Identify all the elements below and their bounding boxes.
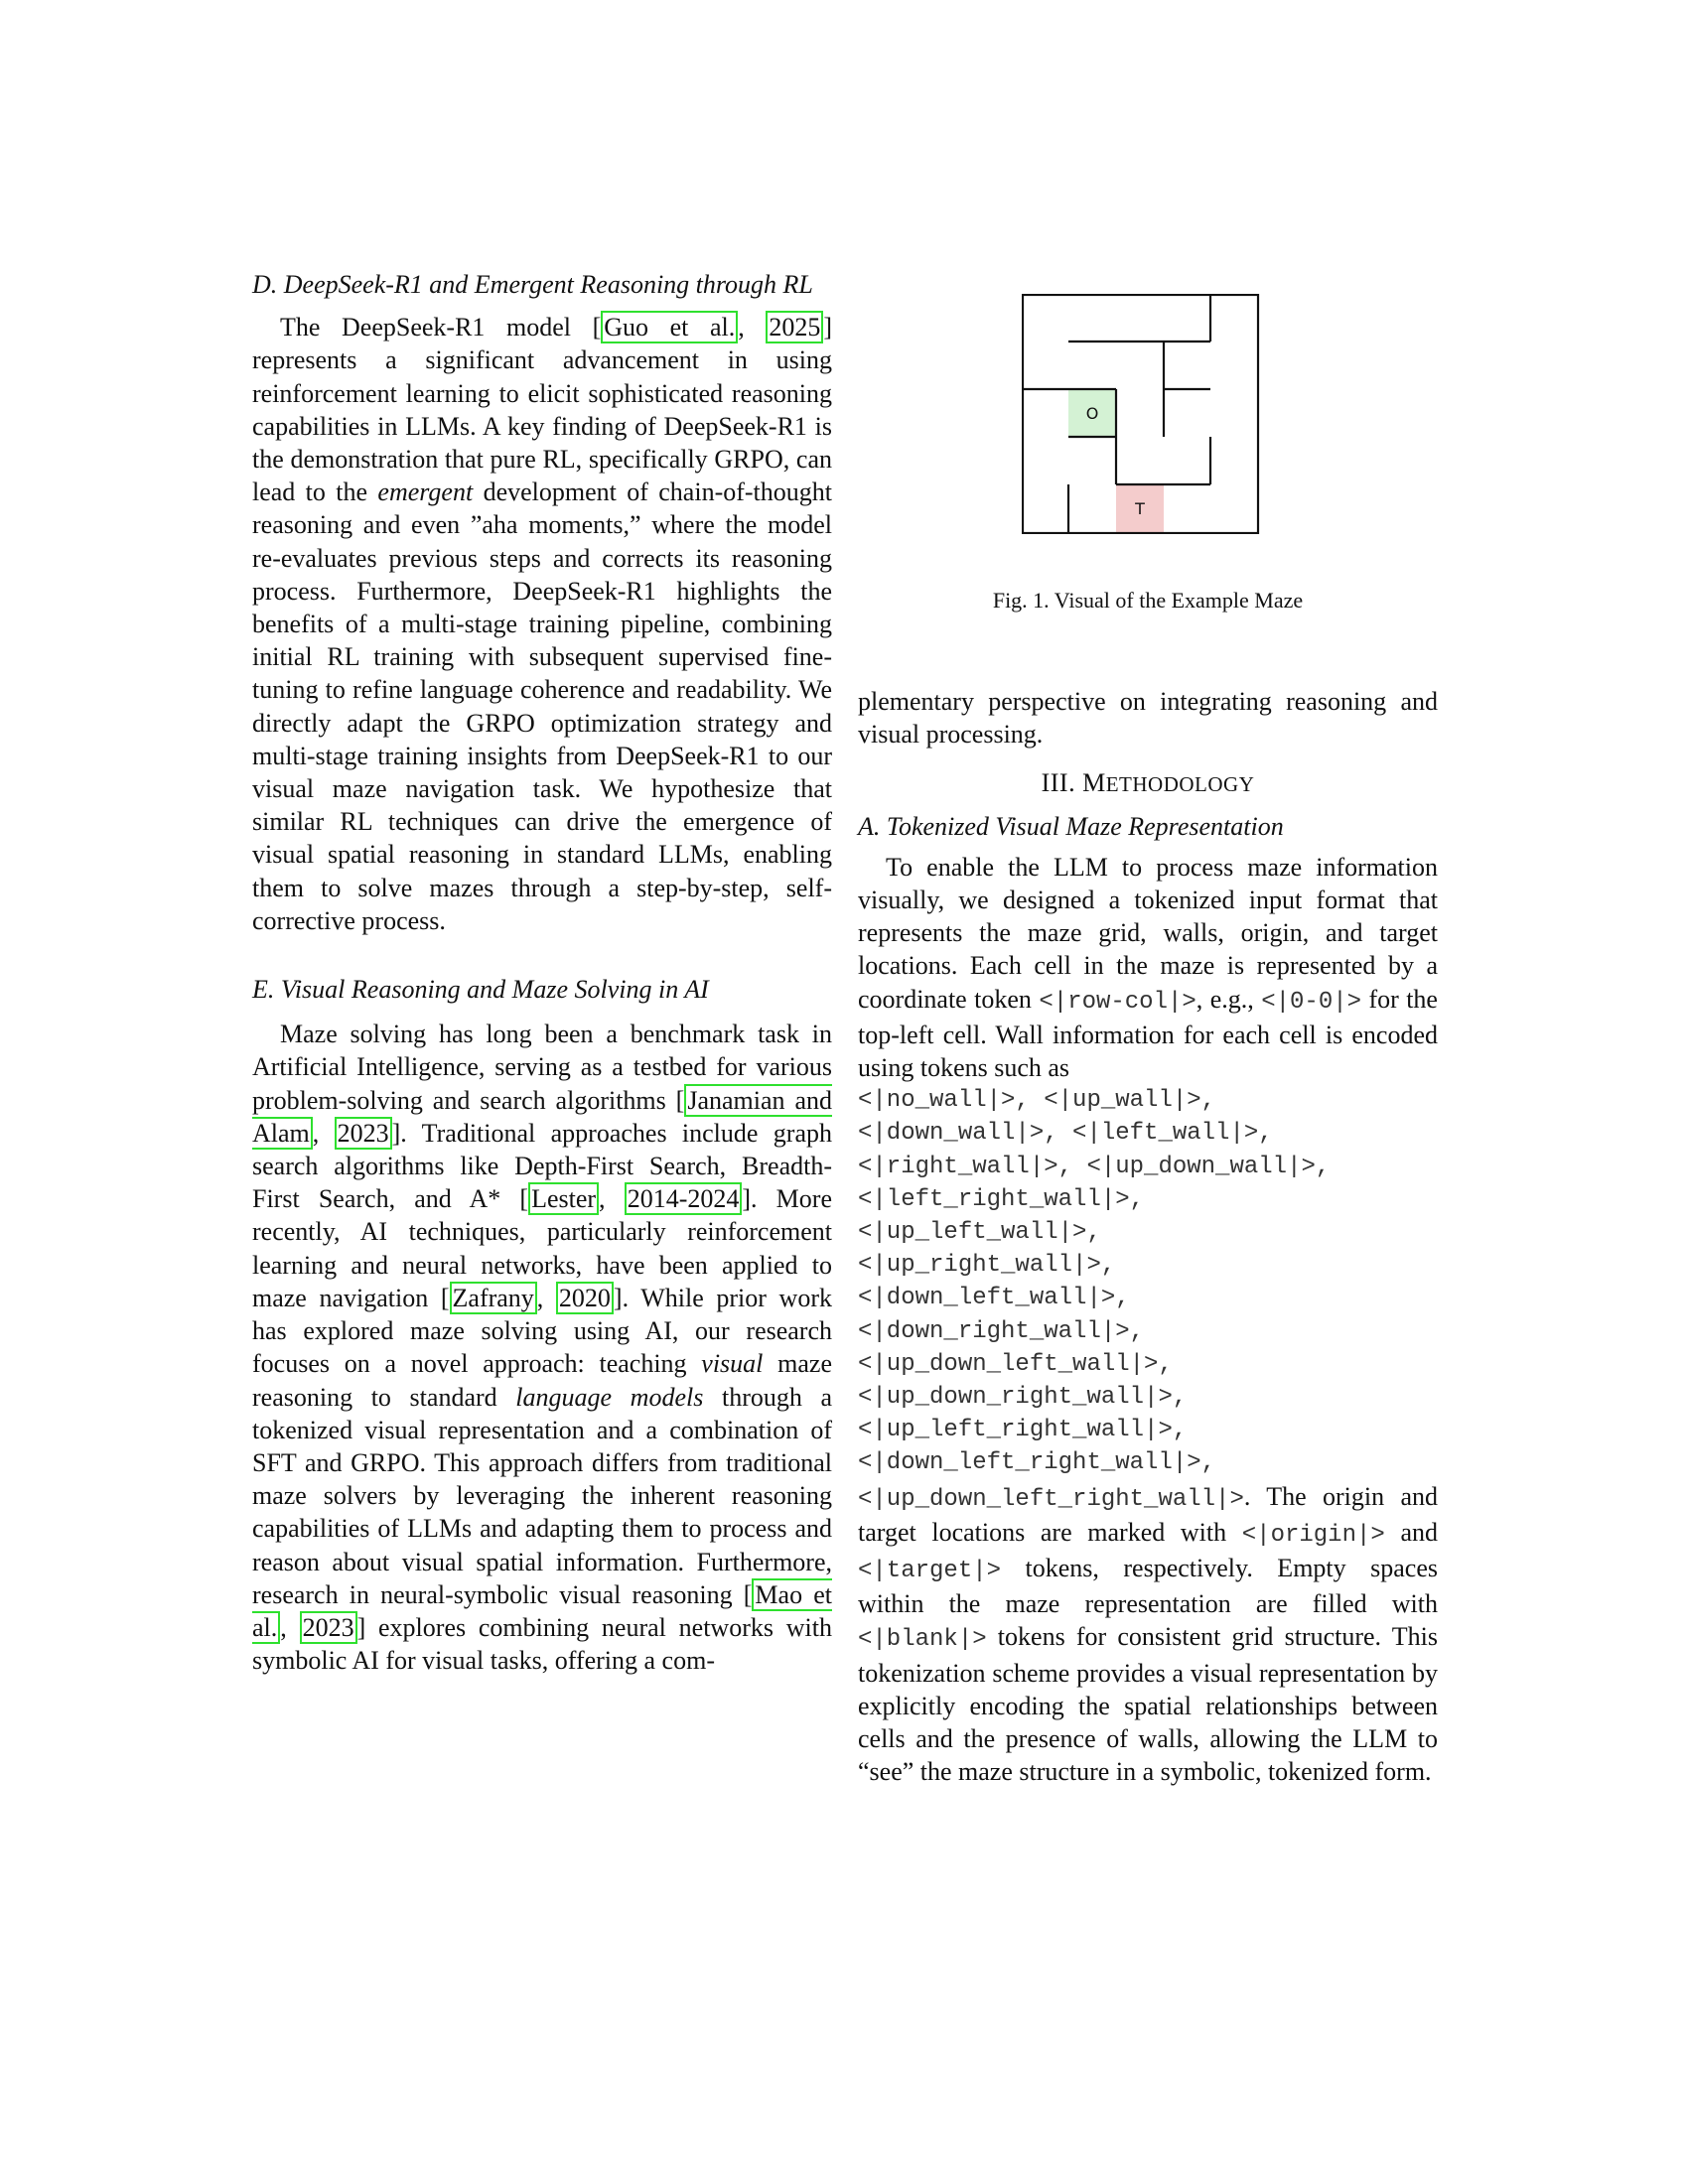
citation-guo[interactable]: Guo et al. (601, 311, 739, 344)
citation-author: Lester (531, 1184, 597, 1214)
token-line: <|down_right_wall|>, (858, 1317, 1145, 1345)
maze-outer-wall (1022, 294, 1260, 534)
text-run: ]. Traditional approaches include graph … (252, 1118, 833, 1214)
token-line: <|up_right_wall|>, (858, 1252, 1116, 1280)
methodology-heading: III. METHODOLOGY (858, 766, 1438, 801)
emphasis: language models (515, 1382, 704, 1412)
text-run: for the top-left cell. Wall information … (858, 984, 1438, 1083)
text-run: , (312, 1118, 335, 1148)
citation-year: 2023 (302, 1612, 354, 1642)
token-line: <|right_wall|>, <|up_down_wall|>, (858, 1153, 1331, 1180)
citation-zafrany[interactable]: Zafrany (449, 1281, 537, 1314)
section-a-paragraph-1: To enable the LLM to process maze inform… (858, 851, 1438, 1084)
left-column: D. DeepSeek-R1 and Emergent Reasoning th… (252, 268, 832, 1677)
text-run: ] explores combining neural networks wit… (252, 1612, 832, 1676)
figure-maze: O T Fig. 1. Visual of the Example Maze (858, 268, 1438, 685)
continued-paragraph: plementary perspective on integrating re… (858, 687, 1438, 750)
citation-year: 2020 (558, 1283, 611, 1312)
citation-year: 2023 (337, 1118, 389, 1148)
text-run: and (1384, 1517, 1438, 1547)
target-label: T (1134, 499, 1145, 518)
citation-lester-year[interactable]: 2014-2024 (624, 1182, 743, 1216)
text-run: , e.g., (1196, 984, 1262, 1014)
citation-guo-year[interactable]: 2025 (766, 311, 824, 344)
citation-author: Mao et al. (252, 1579, 832, 1642)
origin-label: O (1086, 404, 1099, 423)
section-d-paragraph: The DeepSeek-R1 model [Guo et al., 2025]… (252, 311, 832, 937)
origin-cell (1068, 389, 1116, 437)
section-a-heading: A. Tokenized Visual Maze Representation (858, 811, 1284, 841)
emphasis: visual (701, 1349, 764, 1379)
token-target: <|target|> (858, 1558, 1002, 1585)
citation-author: Janamian and Alam (252, 1085, 832, 1148)
text-run: ]. More recently, AI techniques, particu… (252, 1184, 833, 1312)
text-run: ]. While prior work has explored maze so… (252, 1283, 832, 1379)
citation-author: Zafrany (452, 1283, 534, 1312)
text-run: . The origin and target locations are ma… (858, 1481, 1438, 1547)
citation-mao[interactable]: Mao et al. (252, 1577, 832, 1644)
text-run: tokens for consistent grid structure. Th… (858, 1622, 1438, 1787)
heading-number: III. (1041, 768, 1083, 798)
section-a-paragraph-2: <|up_down_left_right_wall|>. The origin … (858, 1480, 1438, 1789)
right-column: O T Fig. 1. Visual of the Example Maze p… (858, 268, 1438, 1789)
text-run: , (280, 1612, 300, 1642)
section-e-heading: E. Visual Reasoning and Maze Solving in … (252, 975, 709, 1005)
maze-walls (1023, 295, 1212, 533)
token-all-walls: <|up_down_left_right_wall|> (858, 1485, 1244, 1513)
token-line: <|up_left_wall|>, (858, 1219, 1101, 1247)
text-run: maze reasoning to standard (252, 1349, 832, 1412)
target-cell (1116, 484, 1164, 532)
heading-initial: M (1082, 768, 1106, 798)
text-run: Maze solving has long been a benchmark t… (252, 1020, 832, 1115)
token-line: <|down_wall|>, <|left_wall|>, (858, 1120, 1273, 1148)
citation-janamian[interactable]: Janamian and Alam (252, 1083, 832, 1150)
section-e-paragraph: Maze solving has long been a benchmark t… (252, 1018, 832, 1677)
text-run: ] represents a significant advancement i… (252, 313, 833, 507)
token-line: <|left_right_wall|>, (858, 1185, 1145, 1213)
text-run: , (599, 1184, 625, 1214)
token-0-0: <|0-0|> (1261, 988, 1362, 1016)
token-line: <|no_wall|>, <|up_wall|>, (858, 1087, 1216, 1115)
citation-author: Guo et al. (604, 313, 736, 342)
token-line: <|down_left_wall|>, (858, 1285, 1130, 1312)
token-line: <|up_left_right_wall|>, (858, 1417, 1188, 1444)
citation-zafrany-year[interactable]: 2020 (555, 1281, 614, 1314)
maze-diagram: O T (1022, 294, 1260, 534)
token-origin: <|origin|> (1241, 1521, 1385, 1549)
token-line: <|up_down_left_wall|>, (858, 1350, 1173, 1378)
text-run: through a tokenized visual representatio… (252, 1382, 833, 1609)
emphasis: emergent (377, 478, 474, 507)
text-run: To enable the LLM to process maze inform… (858, 852, 1438, 1014)
citation-mao-year[interactable]: 2023 (299, 1610, 357, 1644)
token-blank: <|blank|> (858, 1626, 987, 1654)
text-run: The DeepSeek-R1 model [ (280, 313, 602, 342)
citation-year: 2014-2024 (627, 1184, 740, 1214)
text-run: tokens, respectively. Empty spaces withi… (858, 1554, 1438, 1619)
token-line: <|up_down_right_wall|>, (858, 1384, 1188, 1412)
text-run: development of chain-of-thought reasonin… (252, 478, 832, 935)
figure-caption: Fig. 1. Visual of the Example Maze (992, 588, 1304, 613)
citation-lester[interactable]: Lester (528, 1182, 600, 1216)
token-row-col: <|row-col|> (1039, 988, 1196, 1016)
text-run: , (536, 1283, 556, 1312)
token-list: <|no_wall|>, <|up_wall|>, <|down_wall|>,… (858, 1084, 1438, 1479)
heading-smallcaps: ETHODOLOGY (1105, 772, 1255, 797)
citation-year: 2025 (769, 313, 821, 342)
token-line: <|down_left_right_wall|>, (858, 1449, 1216, 1477)
text-run: , (738, 313, 767, 342)
citation-janamian-year[interactable]: 2023 (334, 1116, 392, 1150)
section-d-heading: D. DeepSeek-R1 and Emergent Reasoning th… (252, 270, 813, 299)
